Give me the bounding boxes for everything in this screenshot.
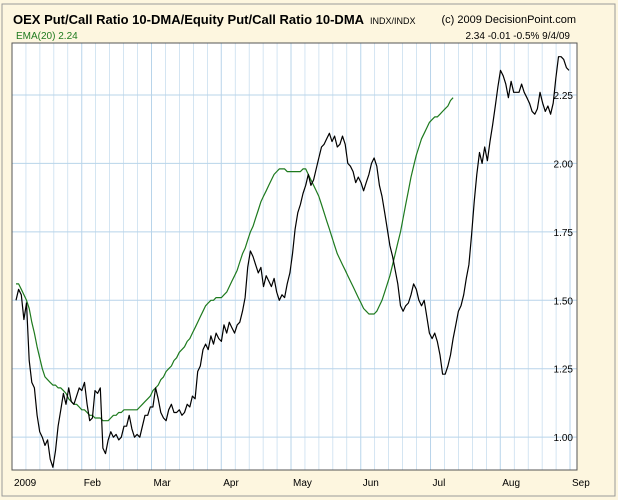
chart-title: OEX Put/Call Ratio 10-DMA/Equity Put/Cal… bbox=[13, 12, 416, 27]
y-tick-label: 1.75 bbox=[554, 228, 574, 239]
x-tick-label: Feb bbox=[84, 478, 102, 489]
chart-title-text: OEX Put/Call Ratio 10-DMA/Equity Put/Cal… bbox=[13, 12, 365, 27]
vertical-gridlines bbox=[11, 43, 571, 470]
y-tick-label: 2.25 bbox=[554, 91, 574, 102]
symbol-label: INDX/INDX bbox=[370, 16, 416, 26]
value-readout: 2.34 -0.01 -0.5% 9/4/09 bbox=[465, 31, 570, 42]
credit-label: (c) 2009 DecisionPoint.com bbox=[441, 14, 576, 26]
series-lines bbox=[15, 56, 570, 468]
chart-outer-border bbox=[1, 3, 616, 497]
x-tick-label: Mar bbox=[154, 478, 172, 489]
y-tick-label: 2.00 bbox=[554, 159, 574, 170]
ratio-line bbox=[15, 56, 570, 468]
x-tick-labels: 2009 Feb Mar Apr May Jun Jul Aug Sep bbox=[14, 478, 590, 489]
x-tick-label: 2009 bbox=[14, 478, 37, 489]
x-tick-label: Jun bbox=[363, 478, 379, 489]
plot-background bbox=[12, 43, 577, 470]
x-tick-label: Jul bbox=[433, 478, 446, 489]
y-tick-label: 1.25 bbox=[554, 365, 574, 376]
y-tick-label: 1.00 bbox=[554, 433, 574, 444]
x-tick-label: Sep bbox=[572, 478, 590, 489]
y-tick-label: 1.50 bbox=[554, 296, 574, 307]
ema-legend: EMA(20) 2.24 bbox=[16, 31, 78, 42]
x-tick-label: Aug bbox=[502, 478, 520, 489]
x-tick-label: May bbox=[293, 478, 312, 489]
x-tick-label: Apr bbox=[223, 478, 239, 489]
y-tick-labels: 1.00 1.25 1.50 1.75 2.00 2.25 bbox=[554, 91, 574, 444]
plot-frame bbox=[11, 42, 578, 471]
